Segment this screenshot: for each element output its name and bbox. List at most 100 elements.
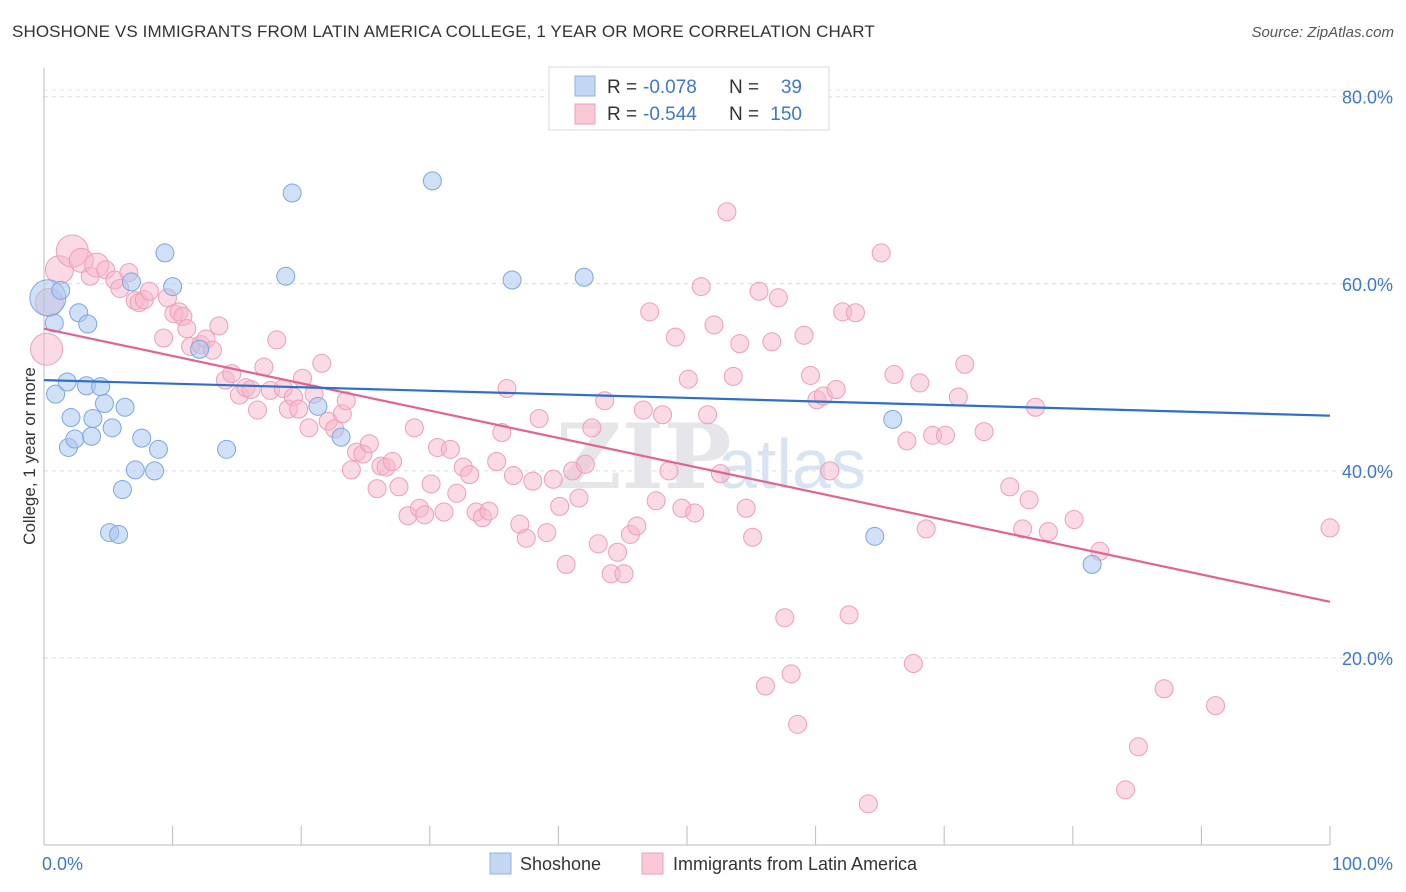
x-tick-label-1: 100.0% — [1332, 854, 1393, 874]
latin-point-73 — [503, 466, 523, 486]
shoshone-point-18 — [112, 480, 132, 500]
latin-point-122 — [820, 461, 840, 481]
shoshone-point-22 — [132, 428, 152, 448]
shoshone-point-37 — [883, 409, 903, 429]
watermark-atlas: atlas — [718, 425, 866, 503]
latin-point-127 — [858, 794, 878, 814]
latin-point-136 — [948, 387, 968, 407]
latin-point-149 — [1206, 696, 1226, 716]
latin-point-109 — [736, 498, 756, 518]
stats-legend-box — [548, 66, 830, 131]
stats-n-label-shoshone: N = — [729, 77, 759, 98]
latin-point-78 — [537, 523, 557, 543]
bottom-legend: Shoshone Immigrants from Latin America — [489, 852, 918, 875]
latin-point-128 — [871, 243, 891, 263]
shoshone-point-35 — [574, 267, 594, 287]
stats-legend-swatch-latin — [574, 103, 596, 125]
latin-point-98 — [665, 327, 685, 347]
x-tick-labels: 0.0% 100.0% — [42, 854, 1393, 874]
latin-point-118 — [794, 325, 814, 345]
shoshone-point-23 — [145, 461, 165, 481]
latin-point-34 — [267, 330, 287, 350]
latin-point-20 — [177, 319, 197, 339]
shoshone-point-11 — [82, 426, 102, 446]
shoshone-point-3 — [51, 280, 71, 300]
latin-point-150 — [1320, 518, 1340, 538]
latin-point-62 — [434, 502, 454, 522]
shoshone-point-21 — [125, 460, 145, 480]
latin-point-114 — [768, 288, 788, 308]
shoshone-point-20 — [121, 272, 141, 292]
legend-swatch-shoshone — [489, 852, 512, 875]
shoshone-point-12 — [83, 408, 103, 428]
shoshone-point-34 — [502, 270, 522, 290]
latin-point-31 — [247, 400, 267, 420]
latin-point-119 — [800, 365, 820, 385]
shoshone-point-17 — [109, 524, 129, 544]
stats-legend: R = -0.078 N = 39 R = -0.544 N = 150 — [548, 66, 830, 131]
latin-point-64 — [447, 483, 467, 503]
latin-point-97 — [659, 461, 679, 481]
shoshone-point-24 — [148, 439, 168, 459]
latin-point-14 — [139, 281, 159, 301]
latin-point-92 — [627, 516, 647, 536]
shoshone-point-2 — [46, 384, 66, 404]
latin-point-69 — [479, 501, 499, 521]
latin-point-138 — [974, 422, 994, 442]
latin-point-15 — [154, 328, 174, 348]
latin-point-100 — [678, 369, 698, 389]
latin-point-112 — [755, 676, 775, 696]
latin-point-96 — [653, 405, 673, 425]
latin-point-76 — [523, 471, 543, 491]
shoshone-point-30 — [282, 183, 302, 203]
latin-point-25 — [209, 316, 229, 336]
latin-point-108 — [730, 334, 750, 354]
latin-point-46 — [336, 391, 356, 411]
latin-point-93 — [633, 400, 653, 420]
shoshone-points — [29, 171, 1102, 574]
latin-point-50 — [359, 434, 379, 454]
latin-point-59 — [415, 505, 435, 525]
latin-point-129 — [884, 365, 904, 385]
shoshone-point-38 — [1082, 554, 1102, 574]
y-axis-label: College, 1 year or more — [20, 367, 39, 545]
latin-point-42 — [312, 353, 332, 373]
latin-point-70 — [487, 452, 507, 471]
latin-point-125 — [839, 605, 859, 625]
latin-point-126 — [845, 303, 865, 323]
latin-point-54 — [383, 452, 403, 471]
shoshone-point-33 — [422, 171, 442, 191]
latin-point-60 — [421, 474, 441, 494]
latin-trend-line — [43, 327, 1331, 603]
y-tick-label-1: 40.0% — [1342, 462, 1393, 482]
y-tick-labels: 20.0% 40.0% 60.0% 80.0% — [1342, 88, 1393, 669]
stats-r-value-shoshone: -0.078 — [643, 77, 697, 98]
latin-point-144 — [1064, 509, 1084, 529]
trend-lines — [43, 327, 1331, 603]
latin-point-57 — [404, 418, 424, 438]
latin-point-116 — [781, 664, 801, 684]
latin-point-140 — [1013, 519, 1033, 539]
y-tick-label-2: 60.0% — [1342, 275, 1393, 295]
latin-america-points — [30, 202, 1340, 814]
shoshone-point-16 — [102, 418, 122, 438]
y-tick-label-0: 20.0% — [1342, 649, 1393, 669]
latin-point-71 — [492, 423, 512, 443]
latin-point-85 — [582, 418, 602, 438]
latin-point-66 — [460, 465, 480, 485]
latin-point-94 — [640, 302, 660, 322]
shoshone-point-7 — [65, 429, 85, 449]
latin-point-117 — [788, 714, 808, 734]
latin-point-40 — [299, 418, 319, 438]
latin-point-115 — [775, 608, 795, 628]
legend-label-latin: Immigrants from Latin America — [673, 854, 918, 874]
latin-point-102 — [691, 277, 711, 297]
latin-point-135 — [935, 425, 955, 445]
latin-point-147 — [1128, 737, 1148, 757]
latin-point-83 — [569, 488, 589, 508]
shoshone-point-26 — [163, 277, 183, 297]
latin-point-81 — [556, 554, 576, 574]
latin-point-63 — [440, 439, 460, 459]
shoshone-point-36 — [865, 526, 885, 546]
stats-n-value-latin: 150 — [770, 104, 802, 125]
